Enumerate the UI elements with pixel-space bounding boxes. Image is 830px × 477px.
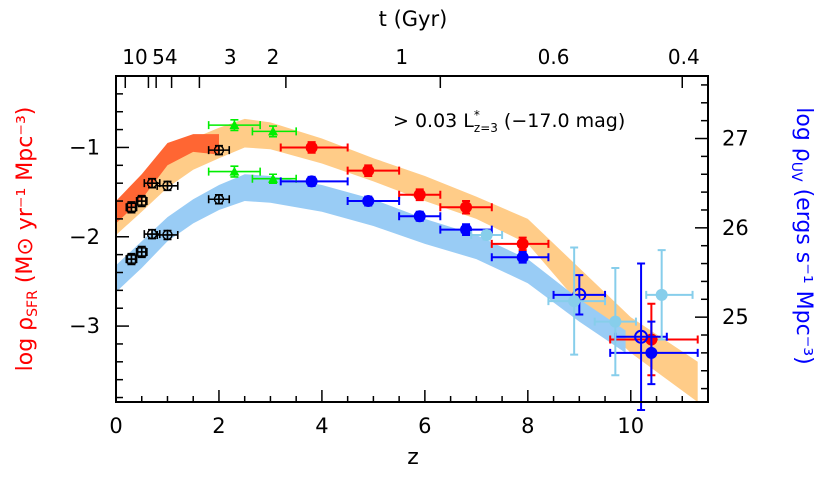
series-2 <box>207 118 297 184</box>
y2-tick-label: 25 <box>722 305 749 329</box>
y-tick-label: −2 <box>69 225 100 249</box>
data-point <box>229 120 240 130</box>
ir-band <box>116 134 219 224</box>
luminosity-annotation: > 0.03 L* z=3 (−17.0 mag) <box>393 108 625 135</box>
data-point-cross <box>162 230 172 240</box>
plot-frame <box>115 75 709 403</box>
series-0 <box>125 194 148 266</box>
sfr-band <box>116 118 698 403</box>
y2-axis-label: log ρUV (ergs s⁻¹ Mpc⁻³) <box>788 107 816 364</box>
data-point-cross <box>127 255 136 264</box>
data-point <box>305 141 318 154</box>
data-point-cross <box>214 194 224 204</box>
top-tick-label: 2 <box>267 45 280 69</box>
data-point-cross <box>137 197 146 206</box>
x2-axis-label: t (Gyr) <box>379 7 448 31</box>
data-point <box>413 188 426 201</box>
data-point <box>305 175 318 188</box>
top-tick-label: 54 <box>152 45 177 69</box>
series-4 <box>279 175 699 386</box>
y-tick-label: −3 <box>69 314 100 338</box>
x-tick-label: 2 <box>212 414 225 438</box>
axes <box>115 75 709 403</box>
top-tick-label: 10 <box>122 45 147 69</box>
top-tick-label: 1 <box>395 45 408 69</box>
data-point <box>413 210 426 223</box>
data-point <box>460 201 473 214</box>
data-point <box>460 223 473 236</box>
series-1 <box>143 144 231 241</box>
shaded-bands <box>116 118 698 403</box>
data-point-cross <box>214 145 224 155</box>
top-tick-label: 0.4 <box>668 45 700 69</box>
y-axis-label: log ρSFR (M⊙ yr⁻¹ Mpc⁻³) <box>13 107 41 372</box>
x-tick-label: 6 <box>418 414 431 438</box>
data-point <box>645 346 658 359</box>
x-tick-label: 4 <box>315 414 328 438</box>
error-bar <box>552 274 607 316</box>
series-6 <box>470 228 694 377</box>
data-point <box>516 237 529 250</box>
y2-tick-label: 27 <box>722 127 749 151</box>
x-axis-label: z <box>407 445 419 470</box>
y2-tick-label: 26 <box>722 216 749 240</box>
data-point <box>609 315 622 328</box>
data-point <box>362 164 375 177</box>
data-point <box>516 251 529 264</box>
x-tick-label: 0 <box>109 414 122 438</box>
data-point <box>268 173 279 183</box>
data-point <box>229 166 240 176</box>
data-point <box>568 295 581 308</box>
data-point <box>634 329 649 344</box>
data-point <box>268 126 279 136</box>
data-point <box>480 228 493 241</box>
data-point <box>362 195 375 208</box>
top-tick-label: 3 <box>224 45 237 69</box>
top-tick-label: 0.6 <box>538 45 570 69</box>
data-point <box>655 288 668 301</box>
data-points <box>125 118 699 412</box>
data-point-cross <box>162 181 172 191</box>
error-bar <box>645 249 694 341</box>
x-tick-label: 10 <box>617 414 644 438</box>
x-tick-label: 8 <box>521 414 534 438</box>
data-point-cross <box>137 247 146 256</box>
data-point-cross <box>147 229 157 239</box>
data-point-cross <box>127 203 136 212</box>
error-bar <box>614 262 668 412</box>
data-point-cross <box>147 178 157 188</box>
y-tick-label: −1 <box>69 135 100 159</box>
